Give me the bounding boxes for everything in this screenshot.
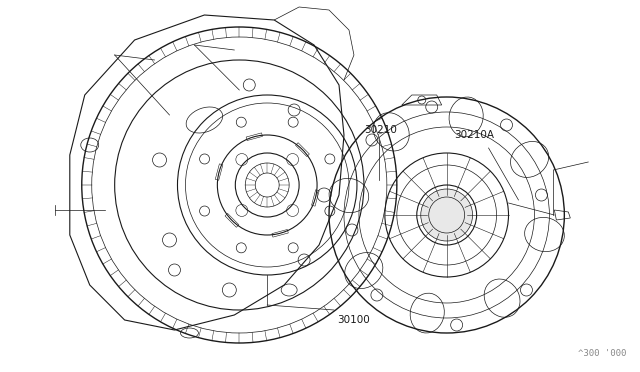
Text: ^300 '000: ^300 '000 bbox=[579, 349, 627, 358]
Text: 30210: 30210 bbox=[364, 125, 397, 135]
Circle shape bbox=[420, 189, 472, 241]
Text: 30100: 30100 bbox=[337, 315, 370, 325]
Text: 30210A: 30210A bbox=[454, 130, 493, 140]
